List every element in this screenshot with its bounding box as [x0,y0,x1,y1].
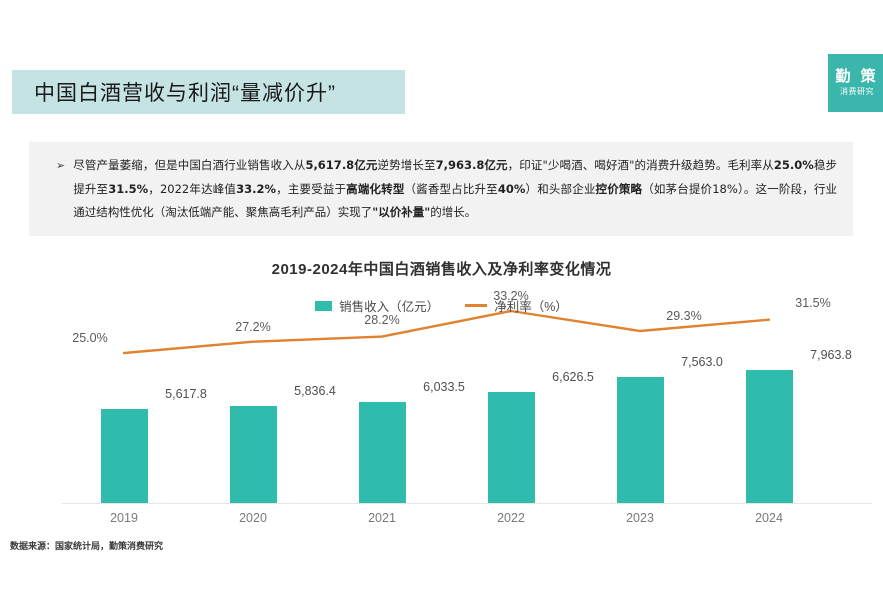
chart-legend: 销售收入（亿元） 净利率（%） [0,296,883,315]
legend-label-netmargin: 净利率（%） [494,300,568,314]
chart-x-label: 2020 [239,511,267,525]
page-title: 中国白酒营收与利润“量减价升” [34,82,336,105]
chart-line-label: 29.3% [666,308,702,323]
chart-bar-label: 7,963.8 [810,348,852,362]
chart-line-label: 28.2% [364,312,400,327]
chart-bar-label: 6,033.5 [423,380,465,395]
chart-bar [616,376,664,503]
chart-x-axis-line [62,503,872,504]
chart-plot-area: 5,617.8 5,836.4 6,033.5 6,626.5 7,563.0 7,963… [62,285,862,507]
chart-line-label: 31.5% [795,295,831,310]
chart-bar [745,370,793,503]
chart-line-label: 25.0% [72,331,108,345]
legend-label-revenue: 销售收入（亿元） [339,300,440,314]
chart-bar [358,402,406,503]
chart-bar-label: 6,626.5 [552,370,594,385]
chart-bar-label: 5,617.8 [165,387,207,402]
summary-callout: ➢ 尽管产量萎缩，但是中国白酒行业销售收入从5,617.8亿元逆势增长至7,96… [29,142,853,236]
summary-paragraph: 尽管产量萎缩，但是中国白酒行业销售收入从5,617.8亿元逆势增长至7,963.… [73,158,838,219]
brand-logo-name: 勤 策 [835,68,879,86]
chart-line-label: 33.2% [493,289,529,303]
legend-item-revenue: 销售收入（亿元） [315,296,439,315]
chart-x-label: 2021 [368,511,396,525]
chart-x-label: 2023 [626,511,654,525]
brand-logo: 勤 策 消费研究 [828,54,883,112]
bullet-arrow-icon: ➢ [56,160,66,172]
page-title-band: 中国白酒营收与利润“量减价升” [12,70,405,114]
legend-item-netmargin: 净利率（%） [465,296,568,315]
chart-x-label: 2024 [755,511,783,525]
legend-swatch-line-icon [465,304,488,307]
chart-bar-label: 5,836.4 [294,383,336,398]
chart-bar [229,405,277,503]
legend-swatch-bar-icon [315,300,333,311]
chart-title: 2019-2024年中国白酒销售收入及净利率变化情况 [271,261,612,278]
chart-bar [487,392,535,503]
chart-bar-label: 7,563.0 [681,354,723,369]
chart-bar [100,409,148,503]
chart-x-label: 2022 [497,511,525,525]
chart-x-label: 2019 [110,511,138,525]
source-note: 数据来源：国家统计局，勤策消费研究 [10,542,164,552]
chart-line-label: 27.2% [235,319,271,334]
brand-logo-tagline: 消费研究 [840,87,874,97]
